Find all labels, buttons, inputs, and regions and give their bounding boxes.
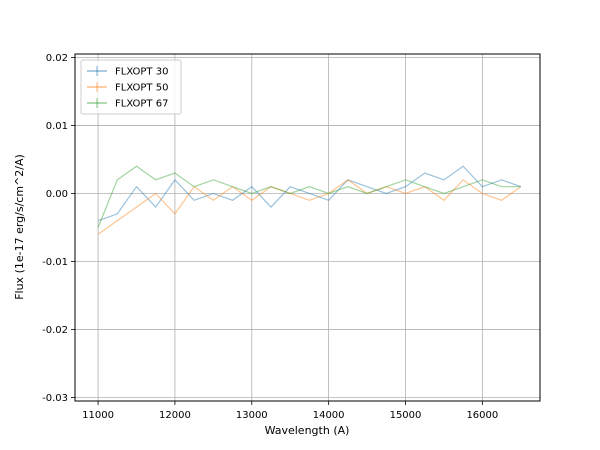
legend-label: FLXOPT 30 (115, 67, 168, 78)
x-axis: 11000 12000 13000 14000 15000 16000 (82, 401, 498, 421)
x-tick-label: 14000 (313, 410, 345, 421)
grid (75, 54, 540, 401)
legend: FLXOPT 30 FLXOPT 50 FLXOPT 67 (80, 59, 182, 115)
legend-label: FLXOPT 50 (115, 83, 168, 94)
series-1 (97, 165, 521, 222)
x-tick-label: 12000 (159, 410, 191, 421)
y-axis: -0.03 -0.02 -0.01 0.00 0.01 0.02 (42, 53, 75, 404)
y-tick-label: 0.01 (46, 121, 68, 132)
y-tick-label: 0.02 (46, 53, 68, 64)
x-tick-label: 16000 (466, 410, 498, 421)
y-tick-label: -0.01 (42, 257, 68, 268)
plot-series (97, 165, 522, 235)
x-axis-label: Wavelength (A) (265, 424, 350, 437)
y-tick-label: 0.00 (46, 189, 68, 200)
series-line (97, 165, 521, 222)
legend-box (80, 59, 182, 115)
y-axis-label: Flux (1e-17 erg/s/cm^2/A) (13, 154, 26, 300)
y-tick-label: -0.02 (42, 325, 68, 336)
series-2 (97, 179, 522, 235)
legend-label: FLXOPT 67 (115, 99, 168, 110)
y-tick-label: -0.03 (42, 393, 68, 404)
series-line (97, 179, 522, 235)
x-tick-label: 11000 (82, 410, 114, 421)
x-tick-label: 13000 (236, 410, 268, 421)
x-tick-label: 15000 (390, 410, 422, 421)
series-3 (97, 165, 521, 228)
series-line (97, 165, 521, 228)
plot-frame (74, 53, 541, 402)
